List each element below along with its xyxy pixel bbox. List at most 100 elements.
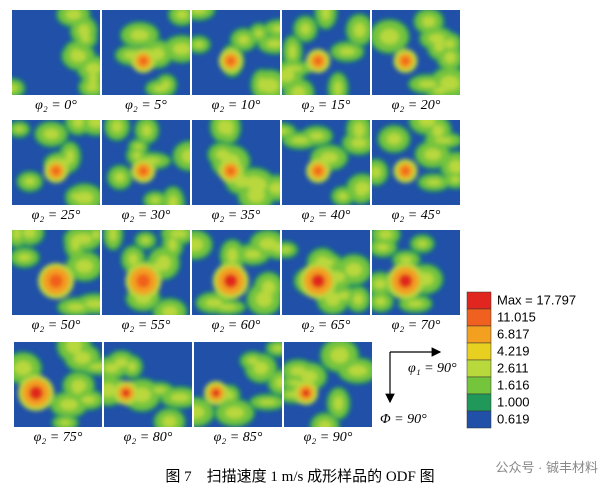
contour	[52, 167, 60, 175]
contours	[12, 230, 100, 315]
legend-swatch	[466, 291, 492, 310]
contour	[43, 128, 59, 140]
contour	[450, 176, 460, 183]
contour	[253, 361, 269, 375]
contour	[114, 172, 125, 183]
contour	[153, 387, 166, 393]
contour	[219, 304, 236, 310]
contour	[75, 259, 94, 273]
section-label: φ₂ = 5°	[125, 98, 167, 113]
contour	[333, 396, 343, 411]
odf-section: φ₂ = 80°	[104, 342, 192, 445]
y-axis-label: Φ = 90°	[380, 412, 427, 427]
contour	[67, 303, 85, 311]
contours	[206, 120, 280, 205]
section-label: φ₂ = 25°	[32, 208, 81, 223]
contour	[351, 138, 367, 148]
contour	[314, 57, 323, 65]
legend-swatch	[466, 359, 492, 378]
contour	[444, 51, 456, 64]
section-label: φ₂ = 15°	[302, 98, 351, 113]
contour	[172, 43, 190, 55]
contours	[194, 342, 282, 427]
contour	[379, 28, 399, 45]
contour	[59, 420, 71, 426]
legend-swatch	[466, 376, 492, 395]
legend-label: 0.619	[497, 411, 530, 426]
contours	[14, 342, 102, 427]
contour	[259, 399, 276, 405]
caption: 图 7 扫描速度 1 m/s 成形样品的 ODF 图	[165, 468, 434, 485]
contour	[418, 80, 437, 88]
contour	[139, 57, 148, 65]
odf-section: φ₂ = 5°	[102, 10, 190, 113]
contours	[12, 10, 100, 95]
odf-section: φ₂ = 35°	[192, 120, 280, 223]
legend-swatch	[466, 393, 492, 412]
contour	[320, 152, 338, 164]
contour	[128, 253, 138, 266]
contour	[266, 39, 280, 48]
contour	[282, 128, 289, 134]
contour	[255, 291, 273, 307]
contour	[49, 274, 63, 288]
contour	[282, 69, 295, 82]
section-label: φ₂ = 0°	[35, 98, 77, 113]
odf-section: φ₂ = 30°	[102, 120, 190, 223]
contour	[338, 192, 348, 200]
legend: Max = 17.797 11.015 6.817 4.219 2.611 1.616 1.…	[466, 291, 576, 429]
contour	[136, 274, 151, 288]
contour	[109, 230, 117, 242]
section-label: φ₂ = 45°	[392, 208, 441, 223]
contour	[122, 389, 130, 397]
contour	[432, 124, 444, 138]
contour	[104, 363, 119, 373]
contour	[212, 389, 220, 397]
contour	[88, 120, 100, 128]
contour	[376, 243, 389, 251]
odf-section: φ₂ = 65°	[282, 230, 370, 333]
contour	[194, 405, 205, 419]
contour	[325, 292, 341, 307]
section-label: φ₂ = 80°	[124, 430, 173, 445]
contour	[275, 377, 282, 388]
contour	[139, 167, 148, 175]
contours	[192, 230, 280, 315]
odf-section: φ₂ = 25°	[12, 120, 100, 223]
contour	[444, 39, 455, 49]
odf-section: φ₂ = 50°	[12, 230, 100, 333]
contour	[73, 351, 91, 364]
contour	[355, 183, 367, 196]
odf-section: φ₂ = 90°	[284, 342, 372, 445]
contour	[59, 399, 78, 411]
legend-label: 2.611	[497, 360, 529, 375]
contour	[71, 379, 86, 392]
contour	[272, 25, 280, 32]
contour	[181, 149, 190, 163]
contour	[134, 144, 143, 150]
contours	[282, 240, 370, 315]
contour	[290, 366, 306, 376]
contour	[115, 357, 128, 368]
panels: φ₂ = 0° φ₂ = 5° φ₂ = 10° φ₂ = 15° φ₂ = 20° φ₂…	[12, 10, 460, 445]
contour	[434, 137, 453, 144]
contour	[141, 237, 150, 244]
contour	[259, 237, 277, 250]
legend-label: 1.616	[497, 377, 530, 392]
contour	[24, 177, 36, 186]
contour	[291, 137, 309, 144]
contours	[282, 120, 370, 205]
contour	[353, 22, 366, 38]
contour	[269, 182, 280, 194]
contour	[205, 298, 223, 308]
contour	[255, 29, 263, 38]
contour	[153, 85, 168, 92]
contour	[86, 82, 99, 92]
contour	[176, 10, 188, 19]
contour	[401, 57, 410, 65]
contour	[345, 262, 363, 277]
contours	[114, 10, 190, 95]
contour	[314, 167, 323, 175]
contour	[162, 415, 177, 427]
